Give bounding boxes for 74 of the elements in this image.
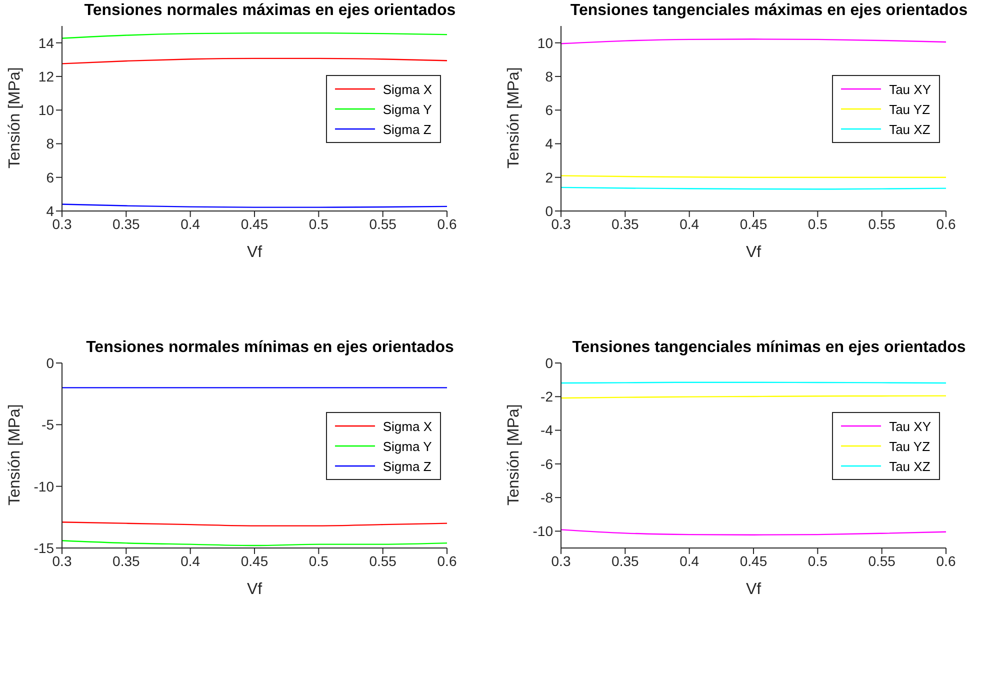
- y-tick-label: 4: [46, 202, 54, 219]
- legend-label: Tau XY: [889, 82, 931, 96]
- y-axis-title: Tensión [MPa]: [506, 67, 523, 168]
- x-tick-label: 0.6: [437, 552, 457, 569]
- x-axis-title: Vf: [746, 581, 762, 598]
- x-axis-title: Vf: [246, 244, 263, 261]
- x-tick-label: 0.4: [180, 216, 200, 232]
- chart-title: Tensiones tangenciales mínimas en ejes orientados: [572, 339, 966, 356]
- chart-title: Tensiones tangenciales máximas en ejes orientados: [569, 2, 969, 20]
- x-tick-label: 0.5: [308, 552, 329, 569]
- y-tick-label: 0: [545, 354, 554, 371]
- x-axis-title: Vf: [746, 244, 762, 261]
- legend-label: Tau XZ: [889, 458, 930, 474]
- legend-label: Tau XZ: [889, 122, 930, 136]
- legend-label: Sigma Y: [382, 438, 432, 454]
- x-tick-label: 0.55: [369, 552, 397, 569]
- y-tick-label: -8: [540, 490, 554, 506]
- y-axis-title: Tensión [MPa]: [6, 67, 24, 168]
- y-tick-label: 4: [545, 136, 554, 152]
- legend-label: Tau XY: [889, 418, 931, 434]
- y-axis-title: Tensión [MPa]: [506, 404, 523, 506]
- x-tick-label: 0.55: [868, 552, 896, 569]
- y-tick-label: 8: [46, 136, 54, 152]
- y-tick-label: -2: [540, 388, 554, 405]
- y-tick-label: 0: [545, 202, 554, 219]
- legend-label: Sigma X: [382, 418, 432, 434]
- x-tick-label: 0.4: [680, 552, 700, 569]
- y-tick-label: -6: [540, 456, 554, 472]
- x-tick-label: 0.45: [740, 552, 768, 569]
- y-tick-label: 6: [46, 169, 54, 186]
- x-tick-label: 0.4: [180, 552, 200, 569]
- x-tick-label: 0.6: [936, 552, 956, 569]
- y-tick-label: 14: [38, 34, 54, 51]
- x-tick-label: 0.45: [240, 216, 268, 232]
- legend-label: Tau YZ: [889, 102, 930, 116]
- chart-title: Tensiones normales mínimas en ejes orientados: [86, 339, 454, 356]
- x-tick-label: 0.45: [740, 216, 768, 232]
- y-tick-label: 6: [545, 102, 554, 118]
- y-tick-label: 10: [537, 34, 554, 51]
- x-axis-title: Vf: [246, 581, 263, 598]
- x-tick-label: 0.6: [437, 216, 457, 232]
- legend-label: Sigma Z: [382, 458, 432, 474]
- x-tick-label: 0.55: [369, 216, 397, 232]
- chart-title: Tensiones normales máximas en ejes orientados: [83, 2, 457, 20]
- x-tick-label: 0.5: [808, 216, 828, 232]
- y-tick-label: -10: [34, 478, 54, 494]
- y-tick-label: 0: [46, 354, 54, 371]
- y-tick-label: 8: [545, 68, 554, 84]
- x-tick-label: 0.45: [240, 552, 268, 569]
- x-tick-label: 0.55: [868, 216, 896, 232]
- y-tick-label: 2: [545, 169, 554, 186]
- y-tick-label: -15: [34, 540, 54, 556]
- legend-label: Tau YZ: [889, 438, 930, 454]
- x-tick-label: 0.35: [612, 216, 640, 232]
- y-tick-label: 12: [38, 68, 54, 84]
- x-tick-label: 0.3: [551, 216, 571, 232]
- x-tick-label: 0.35: [612, 552, 640, 569]
- legend-label: Sigma X: [382, 82, 432, 96]
- x-tick-label: 0.35: [112, 552, 140, 569]
- x-tick-label: 0.3: [52, 216, 72, 232]
- x-tick-label: 0.5: [808, 552, 828, 569]
- legend-label: Sigma Y: [382, 102, 432, 116]
- y-tick-label: 10: [38, 102, 54, 118]
- x-tick-label: 0.5: [308, 216, 329, 232]
- y-axis-title: Tensión [MPa]: [6, 404, 24, 506]
- y-tick-label: -5: [42, 416, 54, 433]
- legend-label: Sigma Z: [382, 122, 432, 136]
- x-tick-label: 0.6: [936, 216, 956, 232]
- x-tick-label: 0.3: [52, 552, 72, 569]
- x-tick-label: 0.35: [112, 216, 140, 232]
- y-tick-label: -4: [540, 422, 554, 438]
- x-tick-label: 0.3: [551, 552, 571, 569]
- y-tick-label: -10: [532, 523, 554, 540]
- x-tick-label: 0.4: [680, 216, 700, 232]
